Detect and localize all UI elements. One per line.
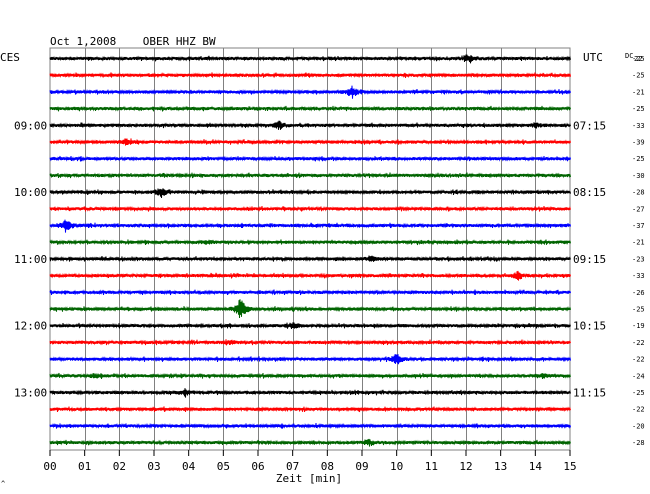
x-tick-label: 14 bbox=[529, 460, 543, 473]
dc-value: -37 bbox=[632, 222, 645, 230]
dc-value: -22 bbox=[632, 356, 645, 364]
dc-value: -25 bbox=[632, 306, 645, 314]
trace-line bbox=[49, 155, 571, 162]
trace-line bbox=[49, 85, 571, 99]
dc-value: -30 bbox=[632, 172, 645, 180]
dc-value: -25 bbox=[632, 72, 645, 80]
left-hour-label: 12:00 bbox=[14, 320, 47, 333]
dc-label-sub: 22 bbox=[634, 55, 642, 63]
left-hour-label: 10:00 bbox=[14, 186, 47, 199]
left-hour-label: 09:00 bbox=[14, 119, 47, 132]
dc-label: DC bbox=[625, 52, 633, 60]
x-tick-label: 01 bbox=[78, 460, 91, 473]
trace-line bbox=[49, 322, 571, 329]
dc-value: -22 bbox=[632, 406, 645, 414]
dc-value: -28 bbox=[632, 189, 645, 197]
right-time-label: 11:15 bbox=[573, 387, 606, 400]
dc-value: -33 bbox=[632, 122, 645, 130]
right-time-label: 07:15 bbox=[573, 119, 606, 132]
trace-line bbox=[49, 72, 571, 79]
trace-line bbox=[49, 372, 571, 380]
right-time-label: 09:15 bbox=[573, 253, 606, 266]
trace-line bbox=[49, 299, 571, 319]
trace-line bbox=[49, 172, 571, 179]
dc-value: -25 bbox=[632, 389, 645, 397]
dc-value: -24 bbox=[632, 372, 645, 380]
trace-line bbox=[49, 105, 571, 112]
x-tick-label: 13 bbox=[494, 460, 507, 473]
dc-value: -21 bbox=[632, 239, 645, 247]
dc-value: -26 bbox=[632, 289, 645, 297]
plot-frame bbox=[49, 47, 571, 451]
trace-line bbox=[49, 205, 571, 212]
dc-value: -19 bbox=[632, 322, 645, 330]
trace-line bbox=[49, 54, 571, 64]
trace-group bbox=[49, 54, 571, 447]
trace-line bbox=[49, 270, 571, 281]
dc-value: -22 bbox=[632, 339, 645, 347]
left-hour-label: 11:00 bbox=[14, 253, 47, 266]
left-axis-label: CES bbox=[0, 51, 20, 64]
x-axis-ticks: 00 01 02 03 04 05 06 07 08 09 10 11 12 13 14 15 bbox=[43, 450, 577, 473]
dc-value: -39 bbox=[632, 139, 645, 147]
trace-line bbox=[49, 138, 571, 146]
x-tick-label: 15 bbox=[563, 460, 576, 473]
x-tick-label: 00 bbox=[43, 460, 56, 473]
x-tick-label: 10 bbox=[390, 460, 403, 473]
right-axis-label: UTC bbox=[583, 51, 603, 64]
left-hour-label: 13:00 bbox=[14, 387, 47, 400]
x-tick-label: 07 bbox=[286, 460, 299, 473]
trace-line bbox=[49, 255, 571, 263]
trace-line bbox=[49, 339, 571, 346]
trace-line bbox=[49, 120, 571, 130]
dc-value: -25 bbox=[632, 155, 645, 163]
chart-title: Oct 1,2008 OBER HHZ BW bbox=[50, 35, 216, 48]
left-hour-labels: 09:00 10:00 11:00 12:00 13:00 bbox=[14, 119, 47, 399]
right-time-labels: 07:15 08:15 09:15 10:15 11:15 bbox=[573, 119, 606, 399]
x-axis-label: Zeit [min] bbox=[276, 472, 342, 485]
x-tick-label: 12 bbox=[459, 460, 472, 473]
trace-line bbox=[49, 438, 571, 447]
trace-line bbox=[49, 406, 571, 413]
trace-line bbox=[49, 388, 571, 398]
trace-line bbox=[49, 289, 571, 296]
dc-value: -20 bbox=[632, 422, 645, 430]
x-tick-label: 03 bbox=[147, 460, 160, 473]
x-tick-label: 05 bbox=[217, 460, 230, 473]
trace-line bbox=[49, 219, 571, 233]
x-tick-label: 11 bbox=[425, 460, 438, 473]
dc-value: -27 bbox=[632, 205, 645, 213]
x-tick-label: 06 bbox=[251, 460, 264, 473]
x-tick-label: 08 bbox=[321, 460, 334, 473]
dc-value: -21 bbox=[632, 88, 645, 96]
trace-line bbox=[49, 354, 571, 365]
right-time-label: 08:15 bbox=[573, 186, 606, 199]
corner-mark: ^ bbox=[1, 480, 5, 488]
dc-value: -25 bbox=[632, 105, 645, 113]
dc-values: -25 -25 -21 -25 -33 -39 -25 -30 -28 -27 -37 -21 -23 -… bbox=[632, 55, 645, 447]
grid bbox=[49, 47, 571, 451]
trace-line bbox=[49, 188, 571, 199]
dc-value: -28 bbox=[632, 439, 645, 447]
x-tick-label: 02 bbox=[113, 460, 126, 473]
dc-value: -23 bbox=[632, 255, 645, 263]
trace-line bbox=[49, 239, 571, 246]
dc-value: -25 bbox=[632, 55, 645, 63]
right-time-label: 10:15 bbox=[573, 320, 606, 333]
x-tick-label: 09 bbox=[355, 460, 368, 473]
dc-value: -33 bbox=[632, 272, 645, 280]
x-tick-label: 04 bbox=[182, 460, 196, 473]
trace-line bbox=[49, 422, 571, 430]
